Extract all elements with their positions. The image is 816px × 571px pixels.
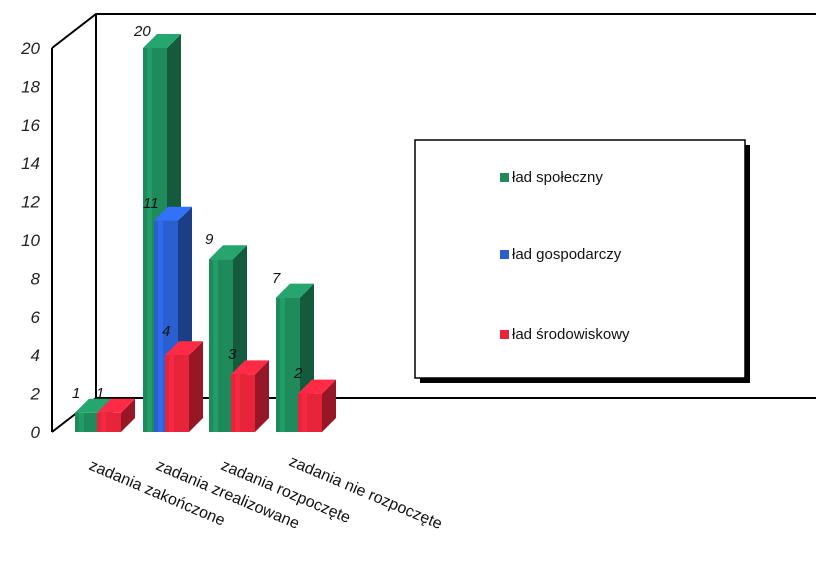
bar-highlight: [158, 220, 163, 432]
bar-top: [154, 206, 192, 221]
bar-top: [276, 283, 314, 298]
y-tick-label: 12: [21, 193, 40, 212]
legend-entry: ład środowiskowy: [500, 326, 630, 343]
data-label: 7: [272, 270, 281, 287]
bar-highlight: [169, 355, 174, 432]
bar-front: [298, 393, 322, 432]
data-label: 3: [228, 346, 237, 363]
legend-swatch: [500, 250, 509, 259]
bar-front: [231, 374, 255, 432]
bar-side: [121, 398, 135, 432]
bar-highlight: [302, 393, 307, 432]
bar-highlight: [235, 374, 240, 432]
data-label: 20: [133, 23, 151, 40]
y-tick-label: 16: [21, 116, 40, 135]
bar-top: [97, 398, 135, 413]
data-label: 2: [293, 365, 303, 382]
data-label: 11: [143, 195, 159, 212]
bar-side: [322, 379, 336, 432]
bar-highlight: [79, 412, 84, 432]
data-label: 1: [96, 385, 104, 402]
legend-label: ład gospodarczy: [512, 246, 622, 263]
bar-front: [165, 355, 189, 432]
legend-entry: ład społeczny: [500, 169, 603, 186]
bar: [165, 341, 203, 432]
y-tick-label: 4: [31, 346, 40, 365]
data-label: 4: [162, 323, 170, 340]
bar-highlight: [280, 297, 285, 432]
y-tick-label: 2: [30, 385, 41, 404]
bar-highlight: [213, 259, 218, 432]
data-label: 9: [205, 231, 214, 248]
bar-front: [97, 412, 121, 432]
bar-front: [75, 412, 99, 432]
bar-top: [75, 398, 113, 413]
y-tick-label: 20: [20, 39, 40, 58]
y-tick-label: 18: [21, 77, 40, 96]
legend-swatch: [500, 330, 509, 339]
bar-top: [298, 379, 336, 394]
chart-legend: ład społeczny ład gospodarczy ład środowis…: [414, 139, 750, 383]
bar: [97, 398, 135, 432]
bar-highlight: [101, 412, 106, 432]
y-tick-label: 14: [21, 154, 40, 173]
bar-top: [165, 341, 203, 356]
bar-top: [231, 360, 269, 375]
legend-label: ład środowiskowy: [512, 326, 630, 343]
y-tick-label: 0: [31, 423, 41, 442]
y-axis-ticks: 0 2 4 6 8 10 12 14 16 18 20: [20, 39, 40, 442]
legend-entry: ład gospodarczy: [500, 246, 622, 263]
legend-swatch: [500, 173, 509, 182]
y-tick-label: 8: [31, 269, 41, 288]
bar-top: [209, 245, 247, 260]
y-tick-label: 6: [31, 308, 41, 327]
chart-bars: [75, 34, 336, 432]
data-label: 1: [72, 385, 80, 402]
legend-label: ład społeczny: [512, 169, 603, 186]
y-tick-label: 10: [21, 231, 40, 250]
legend-box: [414, 139, 746, 379]
bar-top: [143, 34, 181, 48]
bar-side: [255, 360, 269, 432]
bar: [231, 360, 269, 432]
bar-highlight: [147, 48, 152, 432]
bar-side: [189, 341, 203, 432]
bar: [298, 379, 336, 432]
